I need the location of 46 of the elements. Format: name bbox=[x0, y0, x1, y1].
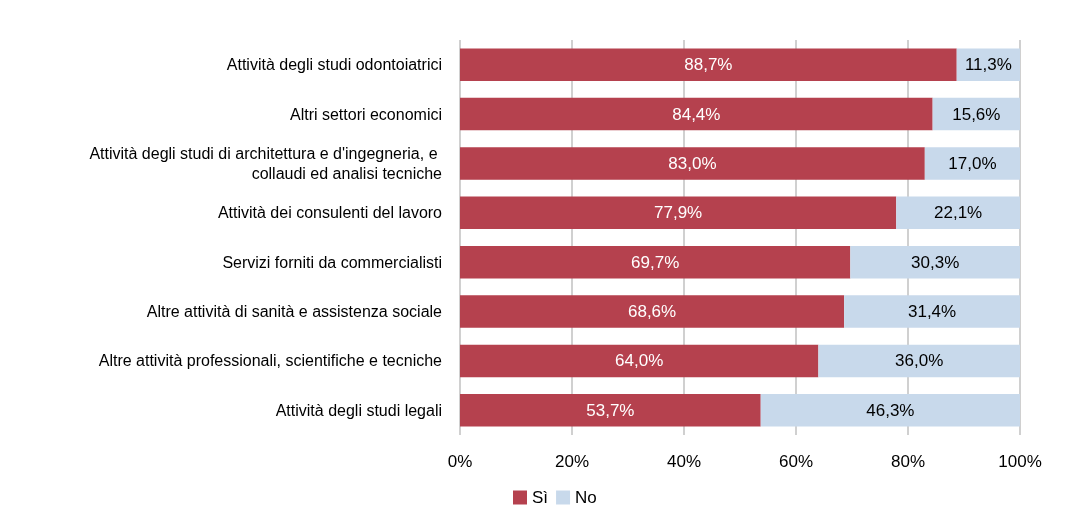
bar bbox=[460, 196, 897, 230]
data-label: 64,0% bbox=[615, 351, 664, 371]
bar bbox=[460, 48, 957, 81]
bar bbox=[924, 147, 1020, 180]
bar bbox=[460, 97, 933, 131]
x-tick-label: 100% bbox=[998, 452, 1042, 471]
y-tick-label: Attività degli studi legali bbox=[275, 401, 442, 419]
legend-label: No bbox=[575, 488, 597, 507]
x-tick-label: 60% bbox=[778, 452, 814, 471]
x-tick-label: 80% bbox=[890, 452, 926, 471]
data-label: 17,0% bbox=[948, 153, 997, 173]
bar bbox=[460, 394, 761, 427]
data-label: 11,3% bbox=[964, 55, 1012, 75]
y-tick-label: Altre attività professionali, scientifiche e tecniche bbox=[98, 352, 443, 370]
y-tick-label: Altre attività di sanità e assistenza sociale bbox=[146, 303, 443, 321]
x-tick-label: 20% bbox=[554, 452, 590, 471]
y-tick-label: Attività degli studi di architettura e d'ingegneria, e collaudi ed analisi tecniche bbox=[89, 144, 443, 182]
data-label: 46,3% bbox=[866, 400, 915, 420]
data-label: 15,6% bbox=[952, 104, 1001, 124]
bar bbox=[460, 147, 925, 180]
data-label: 31,4% bbox=[907, 302, 957, 322]
bar bbox=[896, 196, 1020, 230]
data-label: 84,4% bbox=[672, 104, 721, 124]
data-label: 77,9% bbox=[654, 203, 703, 223]
legend-label: Sì bbox=[532, 488, 549, 507]
y-tick-label: Attività degli studi odontoiatrici bbox=[226, 56, 442, 74]
y-tick-label: Servizi forniti da commercialisti bbox=[222, 253, 442, 271]
data-label: 53,7% bbox=[586, 400, 635, 420]
x-tick-label: 40% bbox=[666, 452, 702, 471]
data-label: 22,1% bbox=[934, 203, 983, 223]
data-label: 88,7% bbox=[684, 55, 733, 75]
x-tick-label: 0% bbox=[447, 452, 473, 471]
data-label: 69,7% bbox=[631, 252, 680, 272]
data-label: 30,3% bbox=[911, 252, 960, 272]
y-tick-label: Altri settori economici bbox=[289, 105, 442, 123]
bar bbox=[850, 245, 1020, 279]
data-label: 36,0% bbox=[895, 351, 944, 371]
data-label: 68,6% bbox=[627, 302, 677, 322]
bar bbox=[844, 295, 1020, 328]
bar bbox=[460, 344, 819, 378]
bar bbox=[760, 394, 1020, 427]
bar bbox=[460, 295, 845, 328]
data-label: 83,0% bbox=[668, 153, 717, 173]
y-tick-label: Attività dei consulenti del lavoro bbox=[217, 204, 443, 222]
bar bbox=[818, 344, 1020, 378]
bar bbox=[460, 245, 851, 279]
